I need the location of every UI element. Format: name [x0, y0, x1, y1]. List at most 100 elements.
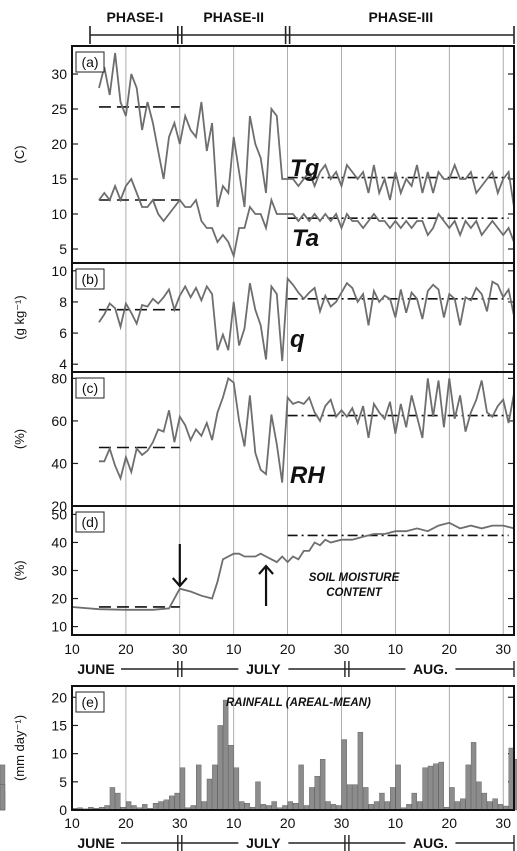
series-label: RH: [290, 462, 325, 489]
y-tick-label: 30: [51, 563, 67, 579]
y-tick-label: 6: [59, 325, 67, 341]
panel-label: (a): [81, 54, 98, 70]
rainfall-bar: [341, 739, 347, 811]
rainfall-bar: [470, 742, 477, 811]
phase-label-phase-ii: PHASE-II: [203, 9, 264, 25]
panel-label: (b): [81, 271, 98, 287]
rainfall-bar: [411, 792, 417, 811]
x-tick-label: 10: [388, 815, 404, 831]
rainfall-bar: [492, 798, 498, 811]
rainfall-bar: [309, 787, 315, 811]
series-label: q: [290, 326, 305, 353]
rainfall-bar: [206, 778, 213, 811]
x-tick-label: 20: [280, 815, 296, 831]
panel-label-box: [75, 377, 105, 399]
month-label: JUNE: [77, 835, 114, 851]
panel-label-box: [75, 51, 105, 73]
rainfall-bar: [438, 761, 444, 811]
y-tick-label: 20: [51, 498, 67, 514]
y-tick-label: 50: [51, 506, 67, 522]
rainfall-bar: [384, 801, 391, 811]
rainfall-bar: [233, 767, 240, 811]
rainfall-bar: [379, 792, 385, 811]
series-line: [98, 177, 515, 260]
x-tick-label: 30: [495, 815, 511, 831]
rainfall-bar: [163, 799, 170, 811]
panel-b: 4 6 8 10 (g kg⁻¹) (b): [12, 262, 515, 373]
rainfall-bar: [255, 781, 261, 811]
rainfall-bar: [422, 767, 428, 811]
rainfall-bar: [325, 801, 331, 811]
y-tick-label: 40: [51, 534, 67, 550]
y-tick-label: 25: [51, 101, 67, 117]
rainfall-bar: [395, 764, 401, 811]
month-label: AUG.: [413, 835, 448, 851]
rainfall-bar: [169, 795, 175, 811]
x-tick-label: 30: [172, 641, 188, 657]
rainfall-bar: [174, 792, 180, 811]
month-label-bg: [238, 660, 289, 678]
series-line: [98, 52, 515, 208]
rainfall-bar: [217, 725, 223, 811]
x-tick-label: 30: [334, 815, 350, 831]
y-tick-label: 10: [51, 619, 67, 635]
series-label: Ta: [292, 225, 319, 252]
month-label-bg: [405, 834, 456, 851]
rainfall-bar: [239, 801, 245, 811]
month-label: JULY: [246, 835, 281, 851]
panel-a: 5 10 15 20 25 30 (C) (a): [12, 45, 515, 264]
rainfall-bar: [454, 801, 461, 811]
rainfall-bar: [427, 765, 434, 811]
x-tick-label: 20: [442, 641, 458, 657]
y-tick-label: 10: [51, 263, 67, 279]
y-axis-label: (C): [12, 145, 27, 163]
rainfall-bar: [476, 781, 482, 811]
rainfall-bar: [460, 798, 466, 811]
month-label: AUG.: [413, 661, 448, 677]
x-tick-label: 10: [226, 815, 242, 831]
y-tick-label: 20: [51, 689, 67, 705]
month-label: JULY: [246, 661, 281, 677]
panel-label: (d): [81, 514, 98, 530]
phase-label-phase-i: PHASE-I: [107, 9, 164, 25]
y-axis-label: (%): [12, 560, 27, 580]
rainfall-bar: [433, 763, 439, 811]
panel-e: 0 5 10 15 20 (mm day⁻¹) RAINFALL (AREAL-MEAN) (…: [0, 685, 517, 818]
y-tick-label: 20: [51, 591, 67, 607]
rainfall-bar: [115, 792, 121, 811]
month-label-bg: [71, 834, 121, 851]
rainfall-bar: [222, 699, 229, 811]
panel-label-box: [75, 691, 105, 713]
rainfall-bar: [416, 801, 423, 811]
rainfall-bar: [481, 792, 488, 811]
rainfall-bar: [125, 801, 132, 811]
month-label-bg: [238, 834, 289, 851]
y-tick-label: 60: [51, 413, 67, 429]
panels: 5 10 15 20 25 30 (C) (a) 4 6 8 10 (g kg⁻¹) (b) 20 40 60 8…: [0, 45, 517, 851]
y-tick-label: 10: [51, 746, 67, 762]
x-tick-label: 20: [280, 641, 296, 657]
rainfall-bar: [298, 764, 304, 811]
month-label-bg: [405, 660, 456, 678]
rainfall-bar: [152, 803, 159, 811]
panel-c: 20 40 60 80 (%) (c): [12, 370, 515, 514]
rainfall-bar: [357, 732, 364, 811]
series-line: [98, 276, 515, 362]
phase-bar: PHASE-I PHASE-II PHASE-III: [89, 9, 515, 44]
rainfall-bar: [244, 803, 250, 811]
y-tick-label: 8: [59, 294, 67, 310]
x-tick-label: 20: [118, 815, 134, 831]
rainfall-bar: [314, 775, 320, 811]
rainfall-bar: [465, 764, 471, 811]
x-tick-label: 20: [118, 641, 134, 657]
series-label: SOIL MOISTURE: [309, 572, 400, 584]
panel-label-box: [75, 511, 105, 533]
rainfall-bar: [487, 801, 493, 811]
y-tick-label: 5: [59, 241, 67, 257]
rainfall-bar: [293, 803, 299, 811]
series-label: Tg: [290, 155, 320, 182]
rainfall-bar: [449, 787, 455, 811]
arrow-down-head: [171, 577, 188, 588]
y-tick-label: 4: [59, 356, 67, 372]
